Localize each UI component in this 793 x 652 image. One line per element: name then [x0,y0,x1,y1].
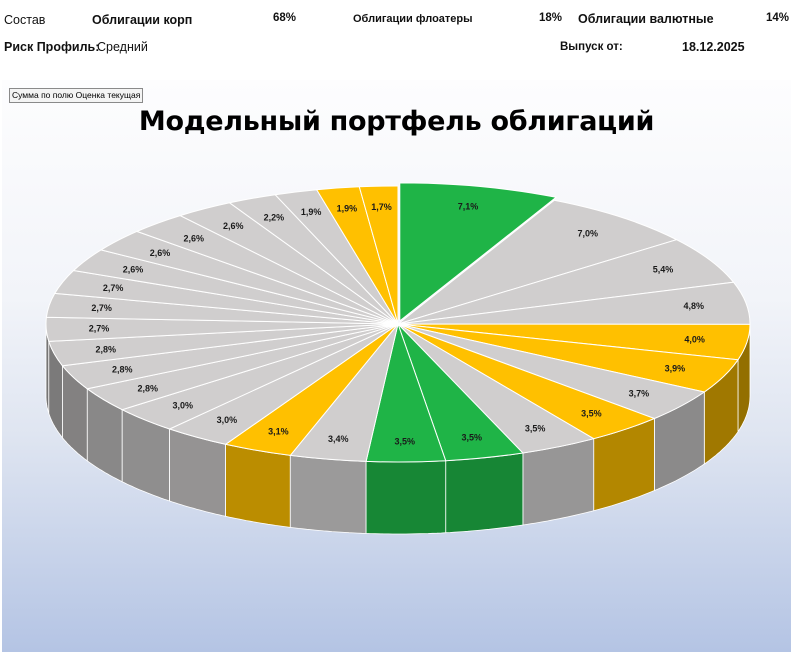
chart-title: Модельный портфель облигаций [138,106,655,137]
corp-bonds-label: Облигации корп [92,13,193,27]
data-label-10: 3,5% [462,433,483,443]
data-label-8: 3,5% [581,409,602,419]
data-label-24: 2,6% [183,233,204,243]
corp-bonds-pct: 68% [273,12,297,24]
data-label-12: 3,4% [328,434,349,444]
pie-top [45,182,751,463]
data-label-2: 7,0% [577,228,598,238]
data-label-1: 7,1% [458,202,479,212]
data-label-20: 2,7% [91,303,112,313]
data-label-18: 2,8% [96,344,117,354]
pie-side-10 [445,452,524,534]
data-label-9: 3,5% [525,423,546,433]
pie-slice-29 [358,185,399,325]
pie-slice-1 [399,182,558,322]
data-label-23: 2,6% [150,248,171,258]
issue-date: 18.12.2025 [682,40,745,54]
issue-label: Выпуск от: [560,41,623,53]
data-label-5: 4,0% [684,335,705,345]
data-label-26: 2,2% [264,212,285,222]
data-label-27: 1,9% [301,207,322,217]
data-label-28: 1,9% [337,203,358,213]
floaters-pct: 18% [539,12,563,24]
data-label-16: 2,8% [137,383,158,393]
data-label-29: 1,7% [371,202,392,212]
risk-profile-label: Риск Профиль: [4,40,100,54]
floaters-label: Облигации флоатеры [353,13,473,25]
data-label-3: 5,4% [653,265,674,275]
pie-side-12 [289,454,367,534]
pivot-field-button[interactable]: Сумма по полю Оценка текущая [9,88,144,103]
data-label-11: 3,5% [395,436,416,446]
data-label-17: 2,8% [112,365,133,375]
risk-profile-value: Средний [97,40,148,54]
data-label-15: 3,0% [172,401,193,411]
data-label-14: 3,0% [217,415,238,425]
data-label-4: 4,8% [683,301,704,311]
pie-data-labels: 7,1% 7,0% 5,4% 4,8% 4,0% 3,9% 3,7% 3,5% 3,5% 3,5%… [89,202,705,447]
data-label-13: 3,1% [268,427,289,437]
pie-side-11 [365,460,447,535]
currency-bonds-label: Облигации валютные [578,12,714,26]
data-label-21: 2,7% [103,283,124,293]
pie-slice-2 [397,199,678,325]
data-label-22: 2,6% [123,265,144,275]
data-label-6: 3,9% [665,363,686,373]
currency-bonds-pct: 14% [766,12,790,24]
pie-side-13 [225,443,291,528]
data-label-7: 3,7% [629,389,650,399]
data-label-25: 2,6% [223,221,244,231]
composition-label: Состав [4,13,46,27]
data-label-19: 2,7% [89,324,110,334]
